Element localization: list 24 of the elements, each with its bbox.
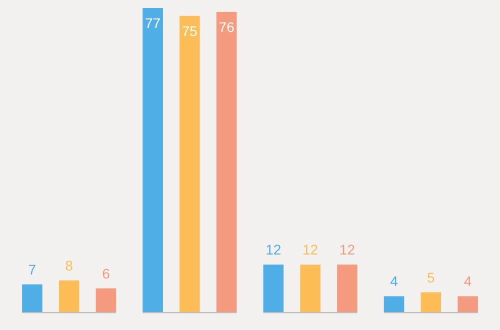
- bar: [420, 292, 442, 312]
- data-label: 4: [390, 273, 398, 290]
- bar: [96, 288, 116, 312]
- bar: [300, 264, 320, 312]
- data-label: 75: [182, 22, 198, 39]
- data-label: 77: [145, 15, 161, 31]
- bar: [58, 280, 80, 312]
- data-label: 8: [65, 257, 74, 274]
- bar: [384, 296, 404, 312]
- bar: [458, 296, 478, 312]
- data-label: 12: [339, 242, 356, 258]
- bar: [142, 8, 163, 312]
- data-label: 4: [464, 273, 472, 290]
- data-label: 76: [218, 18, 235, 35]
- data-label: 5: [427, 269, 436, 286]
- bar: [337, 264, 358, 312]
- data-label: 12: [266, 242, 282, 258]
- bar: [216, 12, 237, 312]
- data-label: 6: [102, 265, 110, 282]
- bar: [180, 16, 200, 312]
- bar: [22, 284, 42, 312]
- data-label: 7: [28, 261, 36, 278]
- data-label: 12: [302, 242, 318, 258]
- bar: [263, 264, 284, 312]
